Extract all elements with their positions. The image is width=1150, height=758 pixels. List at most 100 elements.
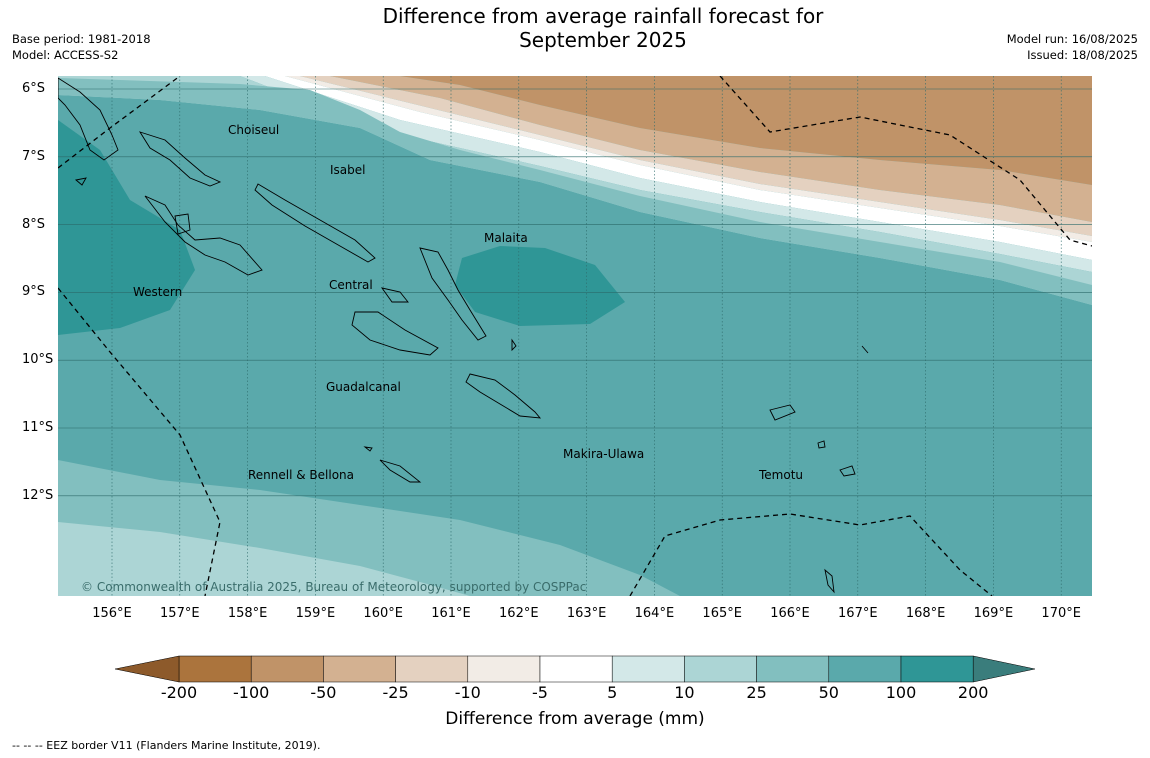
band-m10-m25 bbox=[300, 76, 1092, 236]
longitude-label: 164°E bbox=[634, 606, 675, 621]
colorbar-title: Difference from average (mm) bbox=[445, 709, 705, 729]
colorbar-tick-label: -200 bbox=[160, 683, 198, 702]
longitude-label: 163°E bbox=[566, 606, 607, 621]
colorbar-segment bbox=[250, 655, 324, 683]
island-choiseul bbox=[138, 131, 222, 187]
island-new-georgia bbox=[144, 195, 263, 276]
island-temotu-1 bbox=[769, 404, 796, 421]
model-run-text: Model run: 16/08/2025 bbox=[1006, 32, 1138, 46]
meta-left: Base period: 1981-2018 Model: ACCESS-S2 bbox=[12, 31, 151, 63]
island-malaita bbox=[419, 247, 487, 341]
latitude-label: 8°S bbox=[22, 216, 46, 232]
colorbar-segment bbox=[684, 655, 757, 683]
province-label-rennell: Rennell & Bellona bbox=[248, 468, 355, 482]
latitude-label: 12°S bbox=[22, 487, 54, 503]
island-bougainville bbox=[58, 77, 119, 161]
band-m50-m100 bbox=[400, 76, 1092, 185]
island-islet-1 bbox=[74, 177, 87, 186]
colorbar-segment bbox=[900, 655, 974, 683]
island-temotu-2 bbox=[839, 465, 856, 477]
longitude-label: 158°E bbox=[227, 606, 268, 621]
island-russell bbox=[380, 287, 409, 303]
band-10-5 bbox=[240, 76, 1092, 272]
longitude-label: 170°E bbox=[1041, 606, 1081, 621]
province-label-temotu: Temotu bbox=[759, 468, 804, 482]
longitude-label: 167°E bbox=[838, 606, 878, 621]
island-isabel bbox=[254, 183, 376, 263]
longitude-label: 168°E bbox=[905, 606, 946, 621]
island-central bbox=[351, 311, 439, 356]
colorbar-tick-label: 50 bbox=[818, 683, 839, 702]
islands bbox=[58, 77, 869, 594]
band-m25-m50 bbox=[330, 76, 1092, 222]
eez-legend-note: -- -- -- EEZ border V11 (Flanders Marine… bbox=[12, 739, 321, 752]
colorbar-segment bbox=[611, 655, 685, 683]
colorbar-segment bbox=[178, 655, 252, 683]
title-line-2: September 2025 bbox=[519, 28, 687, 52]
colorbar-tick-label: -5 bbox=[532, 683, 548, 702]
colorbar-segment bbox=[539, 655, 613, 683]
colorbar-tick-label: -10 bbox=[454, 683, 481, 702]
latitude-label: 9°S bbox=[22, 284, 46, 300]
longitude-label: 159°E bbox=[295, 606, 336, 621]
island-islet-2 bbox=[174, 213, 191, 235]
map-plot-area bbox=[58, 76, 1092, 596]
colorbar bbox=[114, 655, 1036, 683]
issued-text: Issued: 18/08/2025 bbox=[1027, 48, 1138, 62]
longitude-label: 166°E bbox=[770, 606, 810, 621]
colorbar-tick-label: 200 bbox=[957, 683, 989, 702]
longitude-label: 156°E bbox=[92, 606, 132, 621]
island-makira-near bbox=[379, 459, 422, 483]
chart-title: Difference from average rainfall forecas… bbox=[350, 4, 856, 52]
colorbar-segment bbox=[323, 655, 396, 683]
meta-right: Model run: 16/08/2025 Issued: 18/08/2025 bbox=[1007, 31, 1138, 63]
eez-borders bbox=[58, 76, 1092, 596]
colorbar-tick-label: 5 bbox=[607, 683, 618, 702]
base-period-text: Base period: 1981-2018 bbox=[12, 32, 151, 46]
island-rennell bbox=[363, 446, 373, 452]
province-label-central: Central bbox=[329, 278, 373, 292]
latitude-label: 11°S bbox=[22, 420, 54, 435]
island-temotu-3 bbox=[817, 440, 826, 449]
colorbar-tick-label: -100 bbox=[233, 683, 270, 702]
province-label-isabel: Isabel bbox=[330, 163, 366, 177]
band-50-25-north bbox=[58, 78, 1092, 305]
latitude-label: 7°S bbox=[22, 148, 46, 164]
colorbar-segment bbox=[395, 655, 469, 683]
province-label-guadalcanal: Guadalcanal bbox=[326, 380, 401, 394]
longitude-label: 165°E bbox=[702, 606, 742, 621]
province-label-makira: Makira-Ulawa bbox=[563, 447, 645, 461]
copyright-notice: © Commonwealth of Australia 2025, Bureau… bbox=[81, 580, 587, 594]
eez-border-south bbox=[629, 513, 993, 596]
colorbar-tick-label: -25 bbox=[382, 683, 409, 702]
band-m5-m10 bbox=[285, 76, 1092, 242]
eez-border-northwest bbox=[58, 76, 181, 169]
longitude-label: 157°E bbox=[160, 606, 200, 621]
eez-border-west bbox=[58, 287, 221, 596]
colorbar-tick-label: -50 bbox=[310, 683, 337, 702]
province-label-choiseul: Choiseul bbox=[228, 123, 280, 137]
longitude-label: 162°E bbox=[499, 606, 539, 621]
graticule bbox=[58, 76, 1092, 596]
island-islet-4 bbox=[861, 345, 869, 354]
island-guadalcanal bbox=[465, 373, 542, 419]
eez-border-northeast bbox=[719, 76, 1092, 247]
latitude-label: 6°S bbox=[22, 81, 46, 96]
latitude-label: 10°S bbox=[22, 352, 54, 368]
island-islet-3 bbox=[511, 338, 517, 352]
band-100-200-west bbox=[58, 120, 195, 335]
colorbar-segment bbox=[756, 655, 830, 683]
colorbar-tick-label: 100 bbox=[885, 683, 917, 702]
band-10-25-south bbox=[58, 522, 470, 596]
colorbar-extend-high bbox=[972, 655, 1036, 683]
colorbar-segment bbox=[467, 655, 541, 683]
colorbar-tick-label: 10 bbox=[674, 683, 695, 702]
colorbar-tick-label: 25 bbox=[746, 683, 767, 702]
longitude-label: 169°E bbox=[973, 606, 1014, 621]
title-line-1: Difference from average rainfall forecas… bbox=[382, 4, 824, 28]
province-label-western: Western bbox=[133, 285, 183, 299]
province-label-malaita: Malaita bbox=[484, 231, 528, 245]
colorbar-segment bbox=[828, 655, 902, 683]
model-text: Model: ACCESS-S2 bbox=[12, 48, 119, 62]
